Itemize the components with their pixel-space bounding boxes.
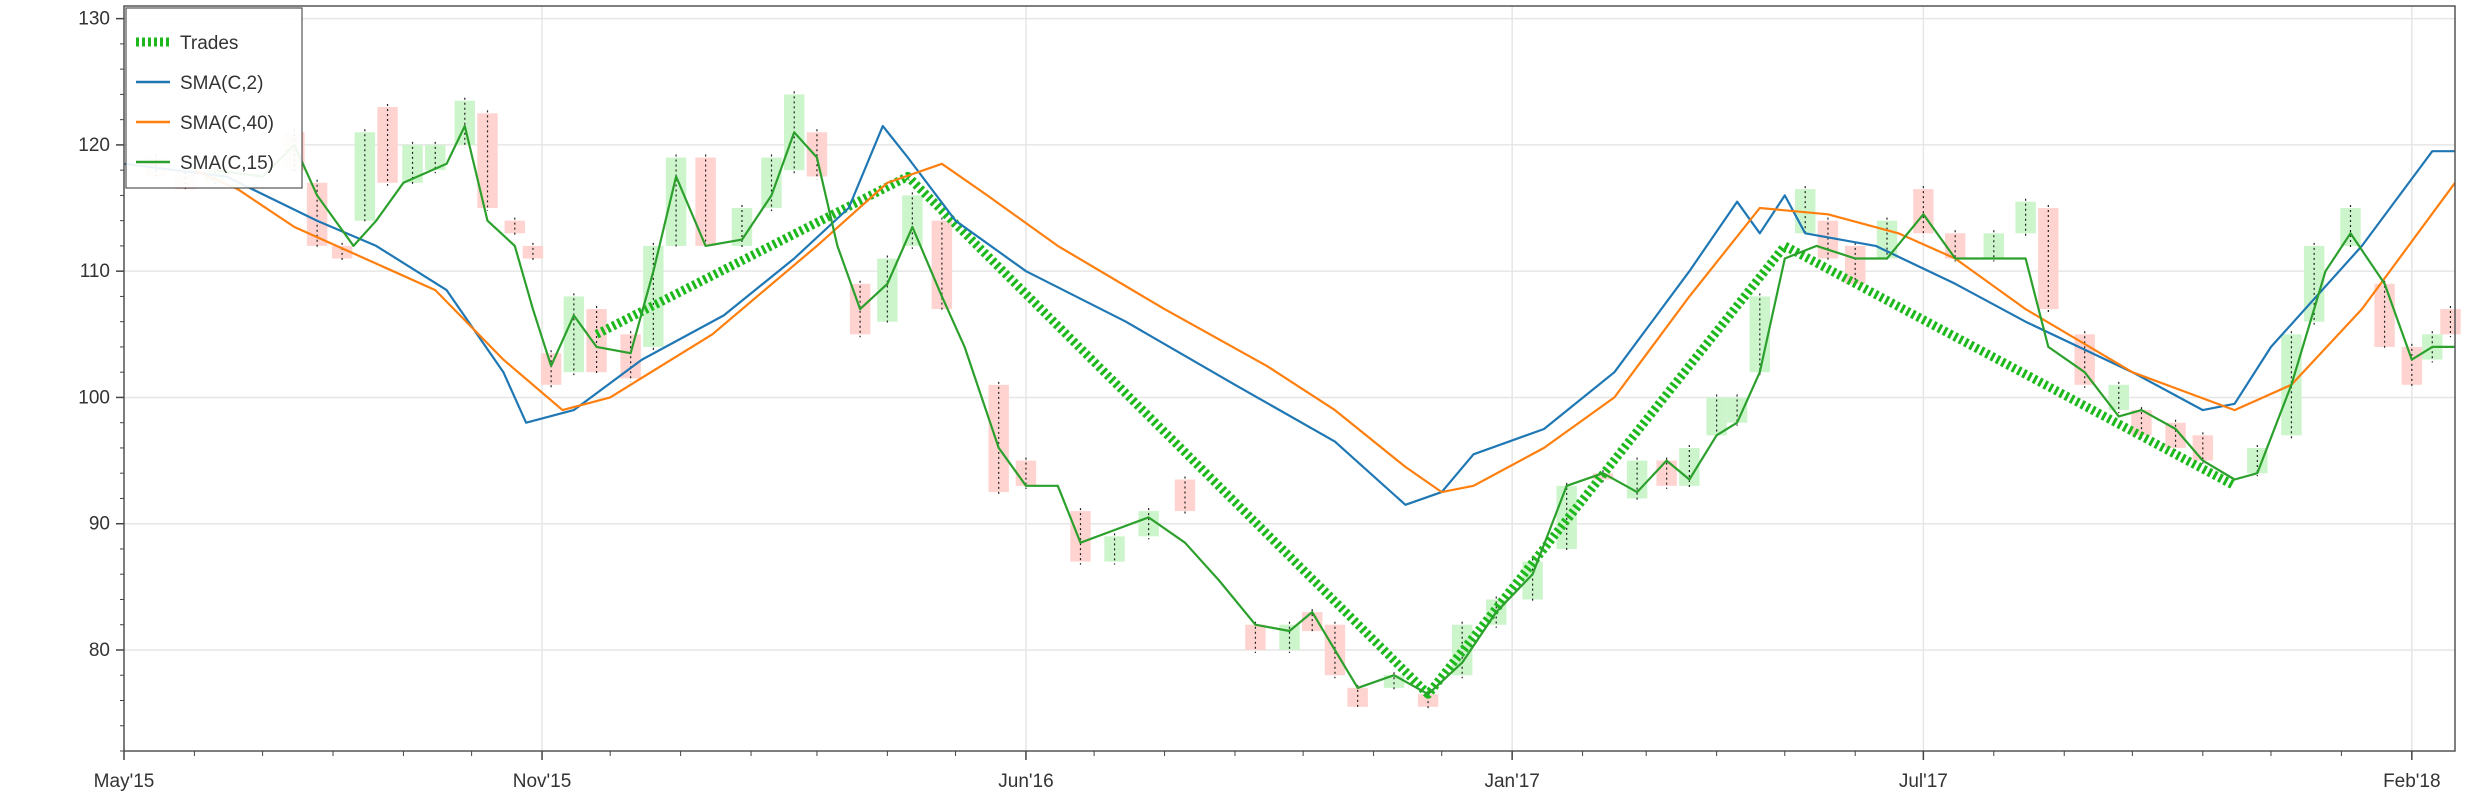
grid bbox=[123, 6, 2455, 751]
candle-down bbox=[540, 353, 562, 385]
candle-down bbox=[2038, 208, 2059, 310]
candle-down bbox=[331, 245, 353, 259]
candle-up bbox=[2015, 201, 2036, 234]
candle-down bbox=[1174, 479, 1196, 512]
axes bbox=[123, 5, 2456, 752]
candle-down bbox=[1417, 694, 1439, 707]
series-line-sma-c-15 bbox=[214, 124, 2455, 696]
x-axis-ticks: May'15 Nov'15 Jun'16 Jan'17 Jul'17 Feb'18 bbox=[94, 751, 2441, 792]
x-tick-label: Jul'17 bbox=[1899, 771, 1948, 792]
candle-up bbox=[354, 132, 376, 221]
candle-up bbox=[902, 195, 923, 246]
x-tick-label: Feb'18 bbox=[2383, 771, 2441, 792]
series-line-sma-c-2 bbox=[123, 124, 2455, 506]
x-tick-label: Nov'15 bbox=[513, 771, 572, 792]
candle-down bbox=[586, 309, 607, 373]
series-lines bbox=[123, 124, 2456, 699]
x-tick-label: Jan'17 bbox=[1484, 771, 1539, 792]
candles bbox=[145, 91, 2461, 710]
y-tick-label: 130 bbox=[78, 9, 110, 30]
candle-down bbox=[522, 245, 544, 259]
y-tick-label: 100 bbox=[78, 387, 110, 408]
y-axis-ticks: 80 90 100 110 120 130 bbox=[78, 9, 124, 752]
x-tick-label: May'15 bbox=[94, 771, 155, 792]
candle-up bbox=[761, 157, 782, 209]
candle-down bbox=[504, 220, 525, 234]
candle-up bbox=[643, 245, 664, 347]
legend: Trades SMA(C,2) SMA(C,40) SMA(C,15) bbox=[125, 7, 303, 189]
legend-label: Trades bbox=[180, 33, 238, 54]
legend-label: SMA(C,2) bbox=[180, 73, 263, 94]
y-tick-label: 80 bbox=[89, 640, 110, 661]
series-line-sma-c-40 bbox=[193, 162, 2456, 494]
candle-down bbox=[695, 157, 716, 246]
candle-down bbox=[1070, 511, 1091, 562]
y-tick-label: 90 bbox=[89, 514, 110, 535]
candle-down bbox=[1347, 687, 1368, 707]
legend-label: SMA(C,40) bbox=[180, 113, 274, 134]
candle-down bbox=[306, 182, 328, 246]
y-tick-label: 120 bbox=[78, 135, 110, 156]
candle-up bbox=[1451, 624, 1473, 676]
candle-up bbox=[665, 157, 687, 246]
y-tick-label: 110 bbox=[80, 261, 110, 282]
plot-frame bbox=[123, 5, 2456, 752]
legend-label: SMA(C,15) bbox=[180, 153, 274, 174]
x-tick-label: Jun'16 bbox=[998, 771, 1053, 792]
